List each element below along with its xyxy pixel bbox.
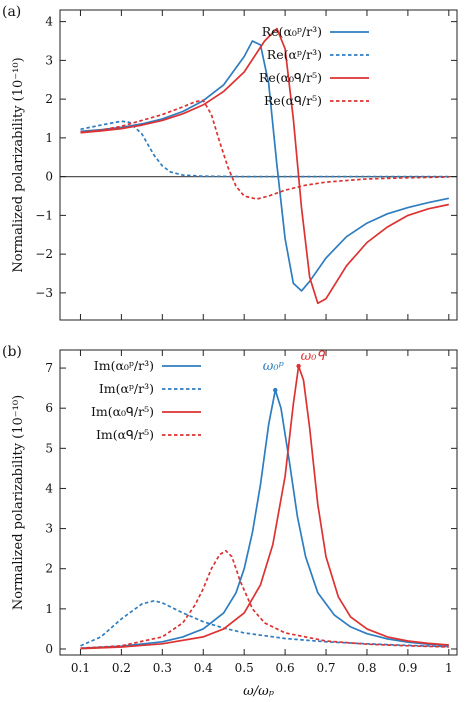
y-tick-label: −3 [35,286,53,300]
x-tick-label: 0.6 [276,661,295,675]
y-tick-label: 1 [45,131,53,145]
y-tick-label: 0 [45,170,53,184]
y-tick-label: 5 [45,441,53,455]
series-line-1 [80,389,449,650]
x-tick-label: 1 [445,661,453,675]
y-tick-label: 6 [45,401,53,415]
series-line-4 [80,99,449,200]
series-line-2 [80,599,449,648]
y-tick-label: 3 [45,522,53,536]
legend-label-1: Im(α₀ᵖ/r³) [94,358,154,373]
y-tick-label: 1 [45,602,53,616]
x-tick-label: 0.7 [316,661,335,675]
series-line-1 [80,40,449,292]
panel-b: (b) 0.1 0.2 0.3 0.4 0.5 0.6 0.7 0.8 0.9 1 0 1 2 3 4 5 6 7 ω… [2,344,458,699]
y-tick-label: −2 [35,247,53,261]
y-tick-label: 4 [45,481,53,495]
peak-annotation: ω₀ᑫ [301,349,326,364]
peak-annotation: ω₀ᵖ [263,359,284,374]
x-axis-label: ω/ωₚ [243,684,274,699]
legend-label-2: Re(αᵖ/r³) [267,47,322,62]
x-tick-label: 0.2 [112,661,131,675]
x-tick-label: 0.4 [194,661,213,675]
series-line-4 [80,549,449,650]
y-tick-label: 0 [45,642,53,656]
legend-label-4: Im(αᑫ/r⁵) [96,427,154,442]
y-tick-label: 2 [45,92,53,106]
y-tick-label: 4 [45,15,53,29]
y-tick-label: 3 [45,53,53,67]
x-tick-label: 0.8 [357,661,376,675]
plot-frame [59,9,458,321]
x-tick-label: 0.5 [235,661,254,675]
y-tick-label: 2 [45,562,53,576]
plot-frame [59,349,458,656]
series-line-3 [80,365,449,650]
y-axis-label: Normalized polarizability (10⁻¹⁰) [11,395,26,610]
y-axis-label: Normalized polarizability (10⁻¹⁰) [11,57,26,272]
legend-label-1: Re(α₀ᵖ/r³) [262,24,322,39]
panel-label: (a) [2,4,21,20]
series-line-3 [80,27,449,305]
series-line-2 [80,120,449,178]
panel-a: (a) −3 −2 −1 0 1 2 3 4 Normalized polarizability … [2,4,458,321]
legend-label-3: Re(α₀ᑫ/r⁵) [259,70,322,85]
x-tick-label: 0.9 [398,661,417,675]
y-tick-label: 7 [45,361,53,375]
y-tick-label: −1 [35,208,53,222]
peak-marker [273,387,278,393]
legend-label-4: Re(αᑫ/r⁵) [264,93,322,108]
panel-label: (b) [2,344,22,360]
peak-marker [296,363,301,369]
x-tick-label: 0.1 [71,661,90,675]
legend-label-2: Im(αᵖ/r³) [99,381,154,396]
legend-label-3: Im(α₀ᑫ/r⁵) [91,404,154,419]
x-tick-label: 0.3 [153,661,172,675]
